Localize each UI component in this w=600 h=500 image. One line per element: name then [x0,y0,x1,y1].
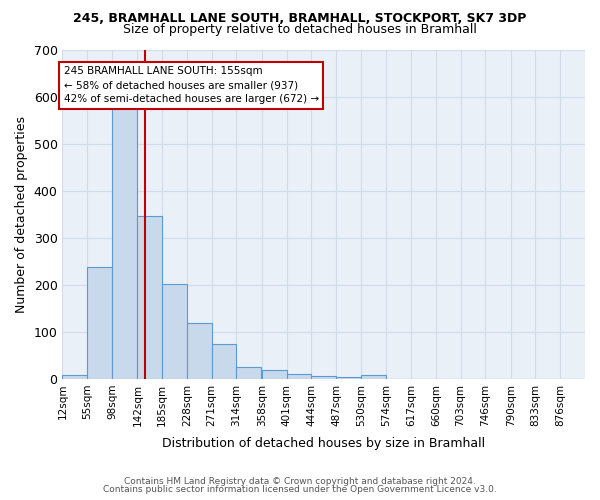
Text: 245 BRAMHALL LANE SOUTH: 155sqm
← 58% of detached houses are smaller (937)
42% o: 245 BRAMHALL LANE SOUTH: 155sqm ← 58% of… [64,66,319,104]
Bar [236,367,261,379]
Text: Contains HM Land Registry data © Crown copyright and database right 2024.: Contains HM Land Registry data © Crown c… [124,477,476,486]
Text: Size of property relative to detached houses in Bramhall: Size of property relative to detached ho… [123,22,477,36]
Bar [187,324,212,379]
Text: 245, BRAMHALL LANE SOUTH, BRAMHALL, STOCKPORT, SK7 3DP: 245, BRAMHALL LANE SOUTH, BRAMHALL, STOC… [73,12,527,26]
Bar [112,88,137,379]
Bar [87,267,112,379]
Bar [311,376,336,379]
Bar [262,370,287,379]
Bar [62,375,87,379]
Text: Contains public sector information licensed under the Open Government Licence v3: Contains public sector information licen… [103,485,497,494]
Bar [212,344,236,379]
Bar [336,376,361,379]
Y-axis label: Number of detached properties: Number of detached properties [15,116,28,313]
Bar [287,374,311,379]
Bar [361,375,386,379]
Bar [137,216,162,379]
Bar [162,284,187,379]
X-axis label: Distribution of detached houses by size in Bramhall: Distribution of detached houses by size … [162,437,485,450]
